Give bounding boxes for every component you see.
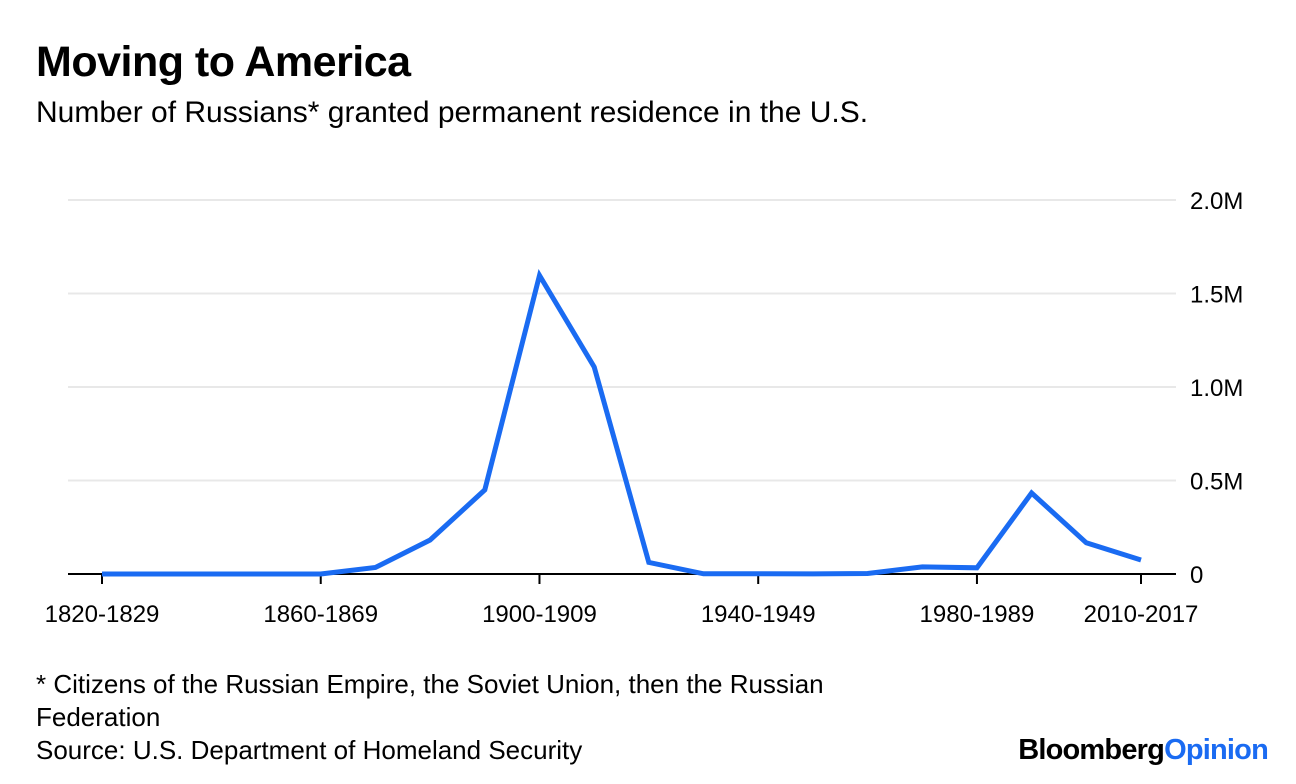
x-tick-label: 1940-1949: [701, 601, 816, 628]
x-tick-label: 1900-1909: [482, 601, 597, 628]
source-note: Source: U.S. Department of Homeland Secu…: [36, 735, 583, 765]
brand-logo-part2: Opinion: [1164, 734, 1269, 766]
series-line: [102, 268, 1142, 577]
brand-logo-part1: Bloomberg: [1018, 734, 1165, 766]
brand-logo: BloombergOpinion: [1018, 734, 1269, 767]
y-tick-label: 1.5M: [1190, 282, 1243, 309]
y-tick-label: 0: [1190, 562, 1203, 589]
x-tick-label: 2010-2017: [1084, 601, 1199, 628]
y-tick-label: 2.0M: [1190, 188, 1243, 215]
x-tick-label: 1860-1869: [263, 601, 378, 628]
x-tick-label: 1980-1989: [920, 601, 1035, 628]
gridlines: [68, 199, 1176, 482]
chart-subtitle: Number of Russians* granted permanent re…: [36, 96, 869, 129]
chart-title: Moving to America: [36, 38, 411, 86]
x-tick-label: 1820-1829: [45, 601, 160, 628]
y-tick-label: 1.0M: [1190, 375, 1243, 402]
x-axis-ticks: 1820-1829 1860-1869 1900-1909 1940-1949 1980…: [45, 574, 1199, 628]
y-axis-tick-labels: 0 0.5M 1.0M 1.5M 2.0M: [1190, 188, 1243, 589]
footnote: * Citizens of the Russian Empire, the So…: [36, 669, 824, 732]
y-tick-label: 0.5M: [1190, 469, 1243, 496]
